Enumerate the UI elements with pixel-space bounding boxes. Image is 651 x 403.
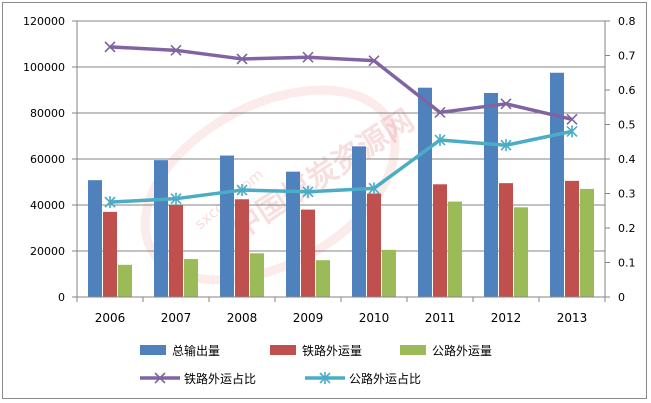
marker-stroke bbox=[236, 53, 248, 65]
bar-2 bbox=[301, 209, 315, 297]
bar-2 bbox=[499, 183, 513, 297]
line-point bbox=[566, 113, 578, 125]
bar-1 bbox=[550, 72, 564, 297]
marker-stroke bbox=[566, 113, 578, 125]
y-left-tick-label: 100000 bbox=[23, 61, 65, 74]
line-point bbox=[302, 185, 314, 198]
y-right-tick-label: 0.2 bbox=[618, 222, 636, 235]
y-right-tick-label: 0.6 bbox=[618, 84, 636, 97]
marker-stroke bbox=[170, 44, 182, 56]
y-left-tick-label: 80000 bbox=[30, 107, 65, 120]
legend-label: 铁路外运量 bbox=[302, 343, 362, 358]
line-point bbox=[170, 192, 182, 205]
line-point bbox=[236, 53, 248, 65]
line-series-2 bbox=[109, 129, 573, 204]
legend-swatch bbox=[400, 345, 426, 355]
bar-2 bbox=[433, 184, 447, 297]
y-left-tick-label: 20000 bbox=[30, 245, 65, 258]
legend-label: 铁路外运占比 bbox=[184, 371, 256, 386]
bar-1 bbox=[352, 146, 366, 297]
line-point bbox=[368, 182, 380, 195]
bar-3 bbox=[184, 259, 198, 297]
line-point bbox=[170, 44, 182, 56]
x-category-label: 2011 bbox=[425, 311, 456, 325]
x-category-label: 2006 bbox=[95, 311, 126, 325]
bar-1 bbox=[154, 160, 168, 297]
bar-3 bbox=[250, 253, 264, 297]
legend-item: 总输出量 bbox=[140, 343, 220, 358]
y-left-tick-label: 40000 bbox=[30, 199, 65, 212]
bar-3 bbox=[316, 260, 330, 297]
legend-marker bbox=[319, 372, 331, 384]
legend-swatch bbox=[270, 345, 296, 355]
bar-3 bbox=[118, 264, 132, 297]
legend-marker bbox=[154, 372, 166, 384]
bar-2 bbox=[367, 193, 381, 297]
bar-1 bbox=[286, 171, 300, 297]
legend-swatch bbox=[140, 345, 166, 355]
bar-3 bbox=[580, 188, 594, 297]
x-category-label: 2007 bbox=[161, 311, 192, 325]
line-series-1 bbox=[109, 45, 573, 122]
bar-2 bbox=[235, 199, 249, 297]
y-right-tick-label: 0.7 bbox=[618, 50, 636, 63]
y-right-tick-label: 0.5 bbox=[618, 119, 636, 132]
y-left-tick-label: 120000 bbox=[23, 15, 65, 28]
marker-stroke bbox=[302, 51, 314, 63]
bar-1 bbox=[484, 92, 498, 298]
y-right-tick-label: 0.8 bbox=[618, 15, 636, 28]
bar-3 bbox=[382, 249, 396, 297]
legend-label: 总输出量 bbox=[172, 343, 220, 358]
x-category-label: 2008 bbox=[227, 311, 258, 325]
legend-item: 铁路外运占比 bbox=[140, 371, 256, 386]
y-right-tick-label: 0.3 bbox=[618, 188, 636, 201]
line-point bbox=[104, 41, 116, 53]
line-point bbox=[104, 196, 116, 209]
x-category-label: 2012 bbox=[491, 311, 522, 325]
axes: 0 20000 40000 60000 80000 100000 120000 0 0.1 0.2… bbox=[23, 15, 636, 325]
line-point bbox=[236, 184, 248, 197]
line-point bbox=[434, 106, 446, 118]
y-left-tick-label: 60000 bbox=[30, 153, 65, 166]
bar-1 bbox=[418, 87, 432, 297]
marker-stroke bbox=[104, 41, 116, 53]
line-point bbox=[500, 139, 512, 152]
bar-3 bbox=[514, 207, 528, 297]
line-point bbox=[368, 55, 380, 67]
bar-2 bbox=[103, 211, 117, 297]
x-category-label: 2009 bbox=[293, 311, 324, 325]
y-right-tick-label: 0.4 bbox=[618, 153, 636, 166]
x-category-label: 2013 bbox=[557, 311, 588, 325]
series-lines bbox=[104, 41, 578, 209]
bar-2 bbox=[565, 180, 579, 297]
legend-item: 铁路外运量 bbox=[270, 343, 362, 358]
y-right-tick-label: 0 bbox=[618, 291, 625, 304]
bar-1 bbox=[220, 155, 234, 297]
marker-stroke bbox=[154, 372, 166, 384]
line-point bbox=[302, 51, 314, 63]
bar-1 bbox=[88, 180, 102, 297]
legend-item: 公路外运量 bbox=[400, 343, 492, 358]
y-right-tick-label: 0.1 bbox=[618, 257, 636, 270]
marker-stroke bbox=[500, 98, 512, 110]
legend-label: 公路外运量 bbox=[432, 343, 492, 358]
bar-3 bbox=[448, 201, 462, 297]
line-point bbox=[566, 125, 578, 138]
marker-stroke bbox=[434, 106, 446, 118]
line-point bbox=[434, 134, 446, 147]
bar-2 bbox=[169, 205, 183, 297]
y-left-tick-label: 0 bbox=[58, 291, 65, 304]
x-category-label: 2010 bbox=[359, 311, 390, 325]
line-point bbox=[500, 98, 512, 110]
legend-item: 公路外运占比 bbox=[305, 371, 421, 386]
marker-stroke bbox=[368, 55, 380, 67]
legend-label: 公路外运占比 bbox=[349, 371, 421, 386]
